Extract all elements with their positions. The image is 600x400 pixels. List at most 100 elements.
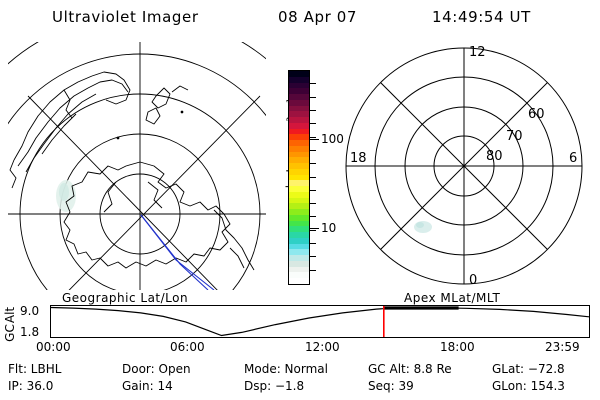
colorbar-band-24: [289, 209, 309, 215]
colorbar-band-20: [289, 186, 309, 192]
xtick-0000: 00:00: [36, 340, 71, 354]
status-dsp: Dsp: −1.8: [244, 379, 305, 393]
mlat-label-70: 70: [506, 129, 523, 144]
observation-date: 08 Apr 07: [278, 8, 358, 26]
mlt-label-18: 18: [350, 151, 367, 166]
colorbar-band-27: [289, 226, 309, 232]
colorbar-band-18: [289, 174, 309, 181]
colorbar-tick-minor: [310, 163, 316, 165]
colorbar-band-33: [289, 260, 309, 267]
mlt-label-6: 6: [569, 151, 577, 166]
colorbar-band-1: [289, 76, 309, 83]
xtick-1200: 12:00: [305, 340, 340, 354]
colorbar-band-32: [289, 255, 309, 261]
mlat-label-60: 60: [528, 107, 545, 122]
colorbar-band-13: [289, 145, 309, 152]
header-bar: Ultraviolet Imager 08 Apr 07 14:49:54 UT: [0, 6, 600, 30]
colorbar-band-14: [289, 151, 309, 158]
colorbar-band-17: [289, 168, 309, 175]
geographic-panel-caption: Geographic Lat/Lon: [62, 291, 189, 305]
colorbar-band-21: [289, 191, 309, 198]
colorbar-tick-minor: [310, 96, 316, 98]
status-ip: IP: 36.0: [8, 379, 54, 393]
colorbar-band-29: [289, 237, 309, 244]
colorbar-band-11: [289, 134, 309, 140]
mlt-label-12: 12: [469, 45, 486, 60]
colorbar-tick-minor: [310, 189, 316, 191]
colorbar-tick-minor: [310, 83, 316, 85]
spacecraft-track: [140, 214, 215, 290]
colorbar-band-6: [289, 105, 309, 112]
colorbar-band-8: [289, 117, 309, 123]
colorbar-label-100: 100: [321, 132, 344, 146]
colorbar-gradient: [288, 70, 310, 285]
colorbar-tick-major-10: [310, 228, 319, 229]
xtick-0600: 06:00: [170, 340, 205, 354]
colorbar-band-3: [289, 88, 309, 94]
apex-panel-caption: Apex MLat/MLT: [404, 291, 501, 305]
status-glon: GLon: 154.3: [492, 379, 565, 393]
colorbar-tick-minor: [310, 123, 316, 125]
status-flt: Flt: LBHL: [8, 362, 62, 376]
geographic-map-svg: [8, 42, 266, 290]
colorbar-tick-minor: [310, 149, 316, 151]
altitude-strip-panel[interactable]: Alt GC 9.0 1.8 00:00 06:00 12:00 18:00 2…: [0, 300, 600, 354]
colorbar-band-25: [289, 214, 309, 221]
aurora-emission-patch: [414, 221, 432, 233]
colorbar-band-4: [289, 94, 309, 100]
xtick-2359: 23:59: [545, 340, 580, 354]
apex-mlt-panel[interactable]: 12 6 0 18 60 70 80: [338, 42, 594, 290]
colorbar-tick-major-100: [310, 139, 319, 140]
page-title: Ultraviolet Imager: [52, 8, 199, 26]
strip-x-axis: 00:00 06:00 12:00 18:00 23:59: [0, 340, 600, 356]
colorbar-band-34: [289, 266, 309, 273]
status-block: Flt: LBHL Door: Open Mode: Normal GC Alt…: [0, 362, 600, 398]
altitude-plot-area[interactable]: [50, 305, 590, 338]
strip-y-axis-label: Alt GC: [3, 306, 17, 342]
strip-ytick-low: 1.8: [20, 325, 40, 339]
colorbar-tick-minor: [310, 136, 316, 138]
coastline-paths: [9, 71, 255, 271]
colorbar-label-10: 10: [321, 221, 337, 235]
geographic-map-panel[interactable]: [8, 42, 266, 290]
colorbar-band-7: [289, 111, 309, 117]
colorbar-band-22: [289, 197, 309, 204]
status-seq: Seq: 39: [368, 379, 414, 393]
colorbar-band-12: [289, 140, 309, 146]
colorbar-band-36: [289, 278, 309, 284]
colorbar-band-9: [289, 122, 309, 129]
colorbar-tick-minor: [310, 203, 316, 205]
colorbar-band-35: [289, 272, 309, 278]
colorbar-band-0: [289, 71, 309, 77]
colorbar-band-28: [289, 232, 309, 238]
altitude-trace-svg: [50, 306, 590, 337]
apex-mlt-svg: 12 6 0 18 60 70 80: [345, 45, 583, 288]
observation-time: 14:49:54 UT: [432, 8, 531, 26]
colorbar-tick-minor: [310, 256, 316, 258]
colorbar-band-10: [289, 128, 309, 135]
colorbar-tick-minor: [310, 269, 316, 271]
colorbar-tick-minor: [310, 243, 316, 245]
mlt-label-0: 0: [469, 273, 477, 288]
colorbar-band-23: [289, 203, 309, 209]
colorbar-tick-minor: [310, 109, 316, 111]
status-door: Door: Open: [122, 362, 191, 376]
status-gcalt: GC Alt: 8.8 Re: [368, 362, 452, 376]
colorbar-band-16: [289, 163, 309, 169]
colorbar-band-31: [289, 249, 309, 255]
strip-ytick-high: 9.0: [20, 304, 40, 318]
colorbar-band-26: [289, 220, 309, 227]
colorbar-tick-minor: [310, 216, 316, 218]
aurora-emission-patch: [56, 180, 76, 212]
colorbar-band-15: [289, 157, 309, 163]
colorbar: photon cm⁻²s⁻¹ 100 10: [268, 62, 344, 294]
colorbar-band-5: [289, 99, 309, 106]
status-mode: Mode: Normal: [244, 362, 328, 376]
colorbar-band-2: [289, 82, 309, 89]
status-gain: Gain: 14: [122, 379, 173, 393]
mlat-label-80: 80: [486, 149, 503, 164]
colorbar-tick-minor: [310, 176, 316, 178]
colorbar-band-19: [289, 180, 309, 186]
colorbar-band-30: [289, 243, 309, 250]
colorbar-tick-minor: [310, 229, 316, 231]
